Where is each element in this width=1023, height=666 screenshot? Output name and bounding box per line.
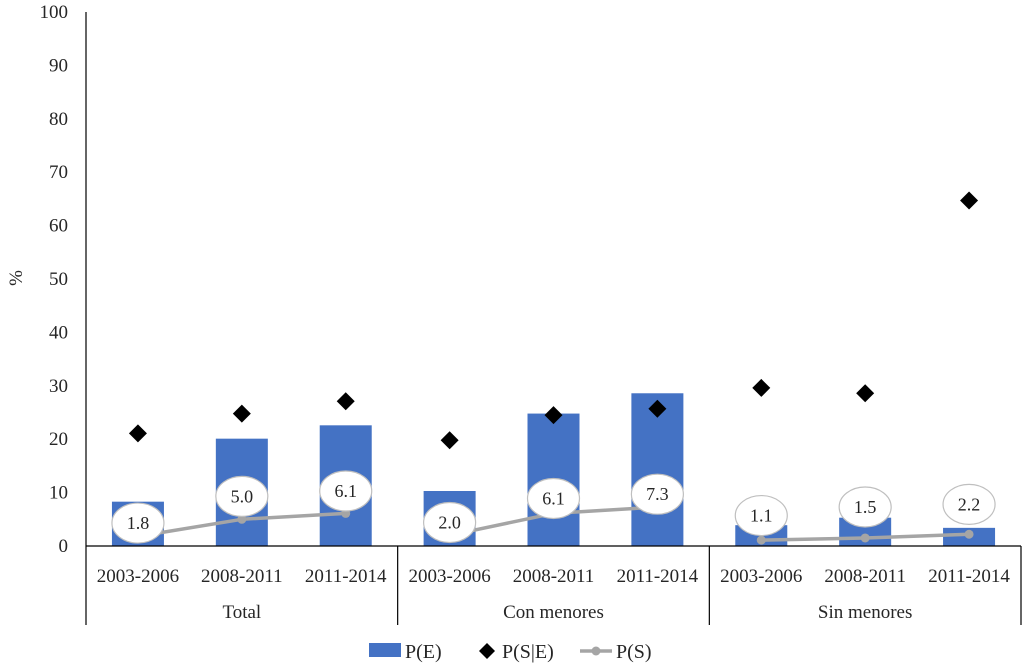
diamond-marker [648,399,667,418]
diamond-marker [232,404,251,423]
diamond-marker [544,406,563,425]
x-tick-label: 2008-2011 [824,566,906,587]
legend-item: P(E) [369,641,442,663]
data-label-bubble [734,494,788,537]
data-label: 6.1 [526,477,581,520]
legend-swatch [369,643,401,657]
x-tick-label: 2011-2014 [928,566,1010,587]
diamond-marker [128,424,147,443]
data-label-text: 5.0 [231,486,254,506]
y-tick-label: 90 [49,55,68,76]
line-point [237,514,247,524]
data-label: 1.5 [838,486,892,528]
data-label-text: 6.1 [334,481,357,501]
x-axis-categories: 2003-2006 2008-2011 2011-2014 2003-2006 2008… [97,566,1011,623]
diamond-marker [752,378,771,397]
y-tick-label: 50 [49,269,68,290]
diamond-marker [440,431,459,450]
axes [85,12,1022,625]
x-tick-label: 2003-2006 [720,566,802,587]
legend-label: P(E) [405,641,442,663]
legend-label: P(S) [616,641,652,663]
data-label-text: 1.8 [127,513,150,533]
marker-series-pse [128,191,979,450]
data-label-text: 2.0 [438,513,461,533]
data-label-text: 1.5 [854,497,877,517]
x-group-label: Total [222,602,261,623]
y-tick-label: 0 [59,536,69,557]
diamond-marker [336,392,355,411]
data-label-text: 7.3 [646,484,669,504]
y-tick-label: 30 [49,376,68,397]
data-label-text: 6.1 [542,488,565,508]
x-tick-label: 2003-2006 [408,566,490,587]
line-point [756,535,766,545]
y-tick-label: 70 [49,162,68,183]
data-label: 7.3 [630,473,684,515]
y-tick-label: 20 [49,429,68,450]
data-label-bubble [526,477,581,520]
data-label: 2.2 [942,483,996,525]
data-label: 1.8 [111,502,165,544]
x-tick-label: 2011-2014 [617,566,699,587]
data-label: 1.1 [734,494,788,537]
y-tick-label: 40 [49,322,68,343]
y-axis-label: % [6,270,27,286]
y-tick-label: 100 [40,2,69,23]
legend-swatch-marker [591,646,601,656]
x-tick-label: 2003-2006 [97,566,179,587]
data-label-bubble [423,501,477,544]
legend-label: P(S|E) [502,641,554,663]
x-group-label: Con menores [503,602,604,623]
line-point [860,533,870,543]
bar [631,393,684,546]
diamond-marker [960,191,979,210]
x-tick-label: 2008-2011 [201,566,283,587]
legend-item: P(S|E) [479,641,554,663]
legend: P(E) P(S|E) P(S) [369,641,652,663]
data-labels-ps: 1.8 5.0 6.1 2.0 6.1 7.3 1.1 1.5 2.2 [111,470,996,544]
diamond-marker [856,384,875,403]
line-point [964,529,974,539]
legend-swatch [479,643,495,659]
data-label-bubble [111,502,165,544]
data-label-bubble [838,486,892,528]
data-label-text: 2.2 [958,494,981,514]
data-label-bubble [319,470,373,512]
y-tick-label: 60 [49,216,68,237]
data-label: 5.0 [215,475,269,517]
line-series-ps [133,502,974,545]
data-label: 2.0 [423,501,477,544]
x-group-label: Sin menores [818,602,912,623]
data-label-bubble [942,483,996,525]
data-label-text: 1.1 [750,506,773,526]
y-tick-label: 80 [49,109,68,130]
data-label-bubble [215,475,269,517]
y-tick-label: 10 [49,483,68,504]
data-label-bubble [630,473,684,515]
y-axis-ticks: 0 10 20 30 40 50 60 70 80 90 100 [40,2,69,557]
legend-item: P(S) [580,641,652,663]
x-tick-label: 2011-2014 [305,566,387,587]
x-tick-label: 2008-2011 [513,566,595,587]
data-label: 6.1 [319,470,373,512]
